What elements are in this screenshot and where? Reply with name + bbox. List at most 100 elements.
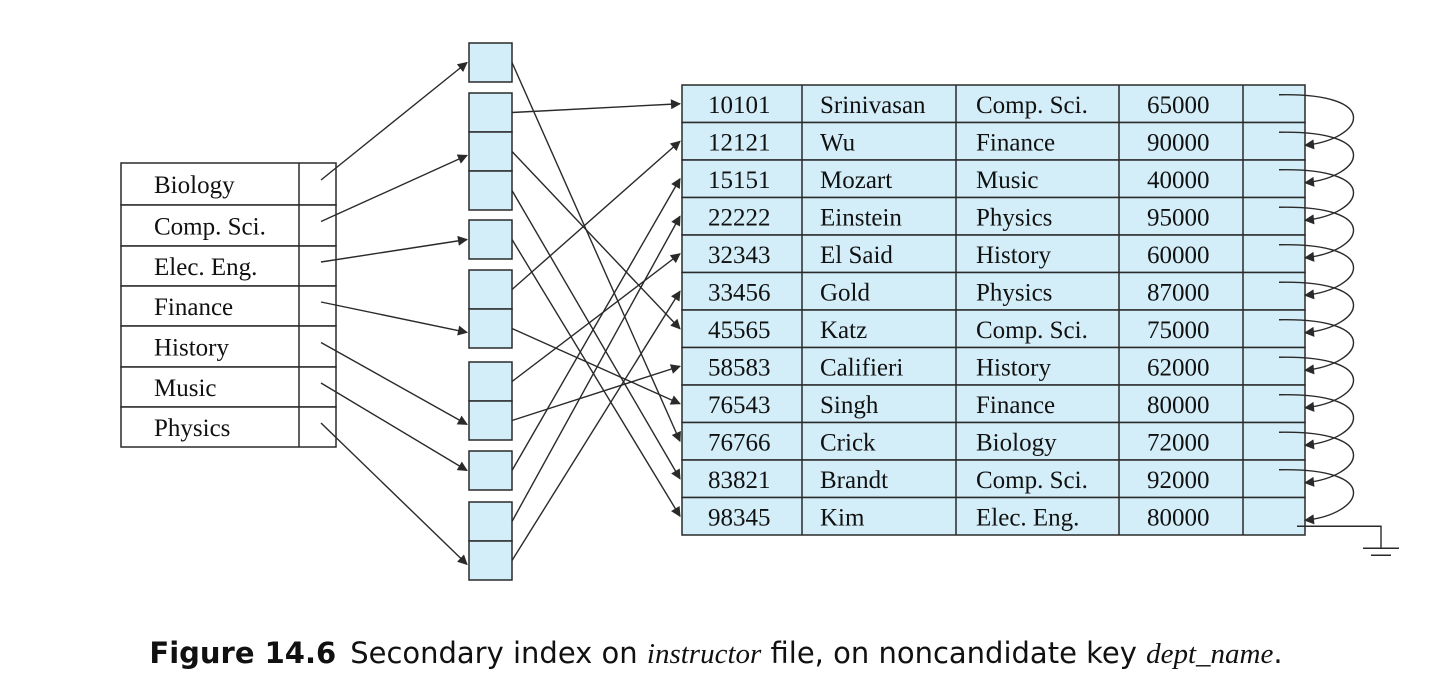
record-id: 22222 (708, 204, 771, 231)
record-id: 45565 (708, 317, 771, 344)
record-id: 12121 (708, 129, 771, 156)
index-entry-history: History (120, 325, 337, 368)
record-salary: 87000 (1147, 279, 1210, 306)
record-chain-arrow (1278, 394, 1355, 450)
bucket-to-record-arrow (511, 253, 681, 383)
bucket-music (468, 450, 513, 491)
record-id: 10101 (708, 92, 771, 119)
record-id: 15151 (708, 167, 771, 194)
record-name: Katz (820, 317, 867, 344)
index-entry-elec-eng: Elec. Eng. (120, 245, 337, 287)
bucket-slot (468, 219, 513, 260)
record-name: Srinivasan (820, 92, 926, 119)
figure-caption: Figure 14.6 Secondary index on instructor… (0, 636, 1432, 671)
record-id: 76543 (708, 392, 771, 419)
record-row: 83821 Brandt Comp. Sci. 92000 (681, 459, 1306, 499)
record-dept: Finance (976, 392, 1055, 419)
record-dept: History (976, 354, 1052, 381)
record-row: 76766 Crick Biology 72000 (681, 421, 1306, 461)
index-to-bucket-arrow (320, 154, 468, 223)
bucket-history (468, 361, 513, 441)
bucket-slot (468, 400, 513, 441)
record-name: Singh (820, 392, 879, 419)
record-salary: 92000 (1147, 467, 1210, 494)
record-id: 83821 (708, 467, 771, 494)
bucket-to-record-arrow (511, 99, 681, 114)
bucket-comp-sci (468, 92, 513, 211)
index-key-label: Physics (154, 415, 230, 442)
record-row-box (681, 234, 1306, 274)
index-entry-box (120, 406, 337, 448)
bucket-to-record-arrow (511, 151, 681, 330)
record-row: 12121 Wu Finance 90000 (681, 121, 1306, 161)
record-name: Einstein (820, 204, 902, 231)
index-entry-box (120, 245, 337, 287)
index-entry-finance: Finance (120, 285, 337, 327)
record-row: 58583 Califieri History 62000 (681, 346, 1306, 386)
caption-emphasis-dept-name: dept_name (1146, 638, 1274, 670)
index-key-label: Music (154, 375, 217, 402)
bucket-slot (468, 269, 513, 310)
dept-index: Biology Comp. Sci. Elec. Eng. Finance Histor… (120, 162, 337, 448)
record-salary: 65000 (1147, 92, 1210, 119)
record-chain-arrow (1278, 244, 1355, 300)
record-dept: Physics (976, 279, 1052, 306)
figure-label: Figure 14.6 (149, 636, 337, 670)
record-row: 33456 Gold Physics 87000 (681, 271, 1306, 311)
index-to-bucket-arrow (320, 382, 468, 472)
bucket-column (468, 42, 513, 581)
index-key-label: Comp. Sci. (154, 214, 266, 241)
record-salary: 40000 (1147, 167, 1210, 194)
index-entry-comp-sci: Comp. Sci. (120, 204, 337, 247)
record-id: 98345 (708, 504, 771, 531)
record-dept: Music (976, 167, 1039, 194)
index-entry-box (120, 204, 337, 247)
secondary-index-diagram: Biology Comp. Sci. Elec. Eng. Finance Histor… (120, 42, 1399, 581)
bucket-biology (468, 42, 513, 83)
instructor-file: 10101 Srinivasan Comp. Sci. 65000 12121 Wu Fin… (681, 84, 1306, 536)
record-salary: 62000 (1147, 354, 1210, 381)
record-salary: 72000 (1147, 429, 1210, 456)
index-key-label: Elec. Eng. (154, 254, 257, 281)
record-dept: Elec. Eng. (976, 504, 1079, 531)
caption-text-after: . (1273, 636, 1283, 670)
bucket-physics (468, 501, 513, 581)
index-to-bucket-arrow (320, 301, 468, 336)
record-dept: Comp. Sci. (976, 317, 1088, 344)
record-id: 76766 (708, 429, 771, 456)
index-key-label: Biology (154, 172, 235, 199)
record-id: 32343 (708, 242, 771, 269)
bucket-slot (468, 361, 513, 402)
record-salary: 90000 (1147, 129, 1210, 156)
record-name: Crick (820, 429, 876, 456)
index-to-bucket-arrow (320, 235, 468, 263)
record-row: 22222 Einstein Physics 95000 (681, 196, 1306, 236)
record-dept: Comp. Sci. (976, 92, 1088, 119)
record-chain-arrow (1278, 206, 1355, 262)
record-chain-arrow (1278, 469, 1355, 525)
index-key-label: History (154, 335, 230, 362)
bucket-to-record-arrow (511, 290, 681, 561)
record-salary: 80000 (1147, 504, 1210, 531)
record-salary: 75000 (1147, 317, 1210, 344)
index-entry-biology: Biology (120, 162, 337, 206)
index-to-bucket-arrow (320, 341, 468, 426)
bucket-to-record-arrow (511, 177, 681, 471)
index-entry-box (120, 162, 337, 206)
record-row: 76543 Singh Finance 80000 (681, 384, 1306, 424)
record-row: 32343 El Said History 60000 (681, 234, 1306, 274)
record-dept: Biology (976, 429, 1057, 456)
record-dept: Physics (976, 204, 1052, 231)
record-id: 58583 (708, 354, 771, 381)
record-row: 10101 Srinivasan Comp. Sci. 65000 (681, 84, 1306, 124)
record-salary: 80000 (1147, 392, 1210, 419)
record-row-box (681, 271, 1306, 311)
record-row-box (681, 121, 1306, 161)
record-name: Gold (820, 279, 871, 306)
bucket-slot (468, 501, 513, 542)
bucket-slot (468, 42, 513, 83)
bucket-slot (468, 308, 513, 349)
null-pointer-line (1297, 525, 1382, 549)
index-to-bucket-arrow (320, 422, 468, 566)
bucket-to-record-arrow (511, 190, 681, 480)
